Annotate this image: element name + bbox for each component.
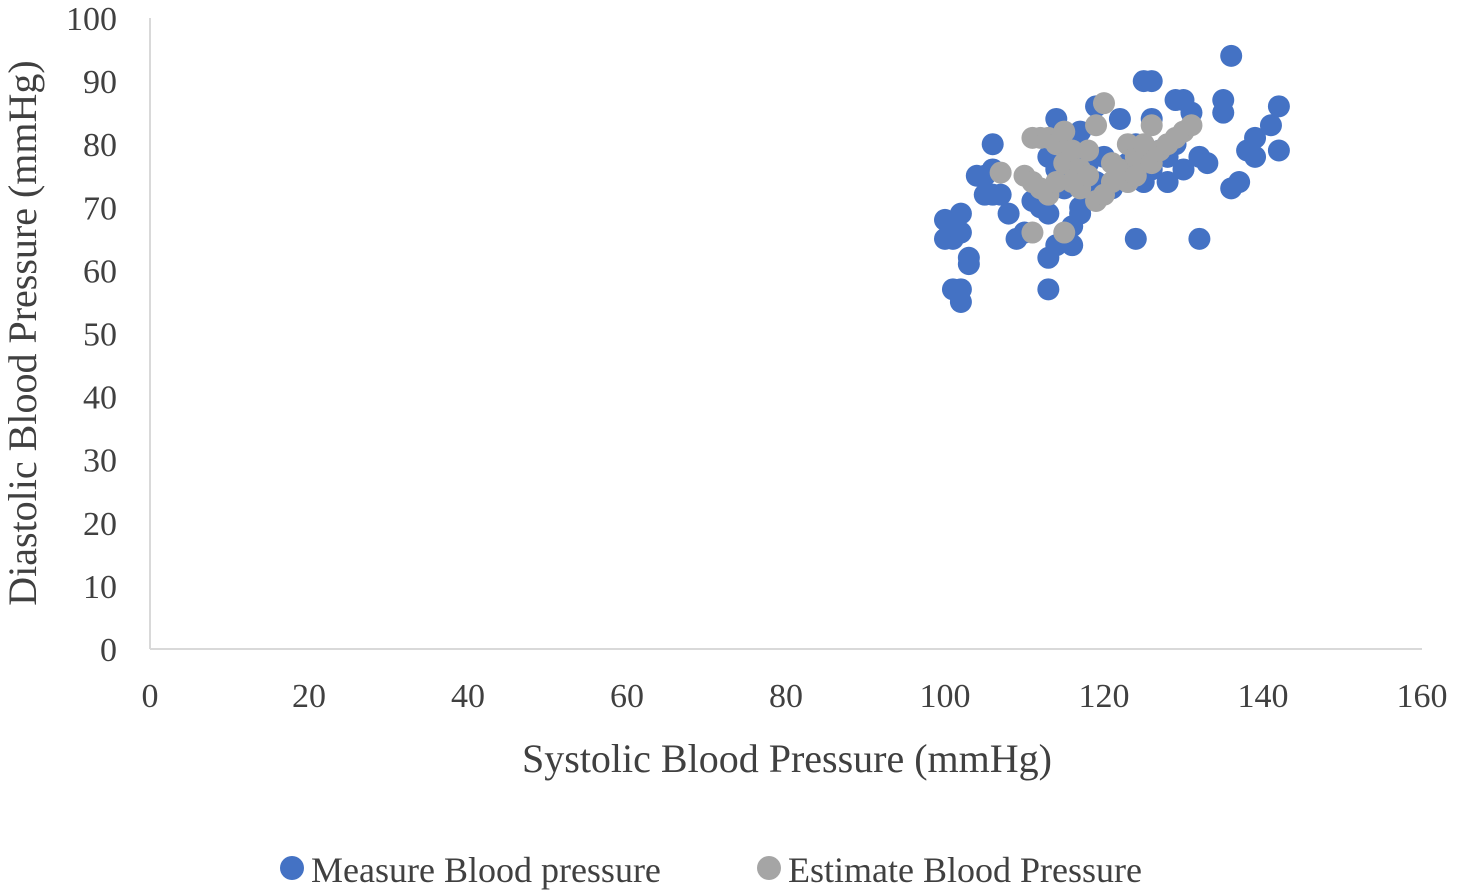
estimate-point [1085, 114, 1108, 137]
measure-point [1220, 44, 1243, 67]
y-tick-label: 80 [83, 127, 117, 164]
y-tick-label: 90 [83, 64, 117, 101]
measure-point [1188, 227, 1211, 250]
x-tick-label: 80 [769, 678, 803, 715]
measure-point [1228, 171, 1251, 194]
measure-point [1037, 202, 1060, 225]
series-estimate [989, 92, 1203, 244]
x-tick-label: 120 [1079, 678, 1130, 715]
estimate-point [1180, 114, 1203, 137]
estimate-point [1053, 120, 1076, 143]
legend: Measure Blood pressure Estimate Blood Pr… [280, 850, 1142, 890]
x-tick-label: 20 [292, 678, 326, 715]
measure-point [949, 202, 972, 225]
measure-point [1140, 70, 1163, 93]
measure-point [949, 221, 972, 244]
estimate-point [1045, 171, 1068, 194]
measure-point [1244, 145, 1267, 168]
x-tick-label: 0 [142, 678, 159, 715]
x-tick-label: 40 [451, 678, 485, 715]
x-tick-label: 60 [610, 678, 644, 715]
y-tick-label: 40 [83, 380, 117, 417]
measure-point [1196, 152, 1219, 175]
measure-point [1212, 101, 1235, 124]
legend-label-estimate: Estimate Blood Pressure [788, 850, 1142, 890]
measure-point [1244, 126, 1267, 149]
measure-point [949, 290, 972, 313]
legend-item-estimate: Estimate Blood Pressure [757, 850, 1142, 890]
estimate-point [1021, 221, 1044, 244]
estimate-point [1140, 114, 1163, 137]
legend-marker-measure [280, 856, 304, 880]
y-axis-ticks: 0 10 20 30 40 50 60 70 80 90 100 [66, 1, 117, 669]
y-tick-label: 0 [100, 632, 117, 669]
legend-label-measure: Measure Blood pressure [311, 850, 661, 890]
estimate-point [1093, 92, 1115, 115]
legend-marker-estimate [757, 856, 781, 880]
measure-point [957, 253, 980, 276]
x-axis-title: Systolic Blood Pressure (mmHg) [522, 736, 1052, 781]
x-tick-label: 160 [1397, 678, 1448, 715]
measure-point [1156, 171, 1179, 194]
measure-point [1069, 202, 1092, 225]
y-tick-label: 20 [83, 506, 117, 543]
measure-point [1108, 107, 1131, 130]
y-tick-label: 70 [83, 190, 117, 227]
measure-point [1037, 278, 1060, 301]
estimate-point [1077, 139, 1100, 162]
y-axis-title: Diastolic Blood Pressure (mmHg) [0, 60, 45, 606]
y-tick-label: 100 [66, 1, 117, 38]
estimate-point [1124, 164, 1147, 187]
x-axis-ticks: 0 20 40 60 80 100 120 140 160 [142, 678, 1448, 715]
estimate-point [1053, 221, 1076, 244]
y-tick-label: 10 [83, 569, 117, 606]
x-tick-label: 140 [1238, 678, 1289, 715]
x-tick-label: 100 [920, 678, 971, 715]
estimate-point [1061, 139, 1084, 162]
measure-point [1267, 95, 1290, 118]
measure-point [1259, 114, 1282, 137]
measure-point [997, 202, 1020, 225]
legend-item-measure: Measure Blood pressure [280, 850, 661, 890]
y-tick-label: 30 [83, 443, 117, 480]
plot-area [149, 18, 1422, 650]
measure-point [1124, 227, 1147, 250]
estimate-point [989, 161, 1012, 184]
measure-point [981, 133, 1004, 156]
measure-point [989, 183, 1012, 206]
estimate-point [1077, 164, 1100, 187]
series-layer [934, 44, 1290, 313]
y-tick-label: 50 [83, 317, 117, 354]
y-tick-label: 60 [83, 253, 117, 290]
measure-point [1172, 158, 1195, 181]
measure-point [1267, 139, 1290, 162]
